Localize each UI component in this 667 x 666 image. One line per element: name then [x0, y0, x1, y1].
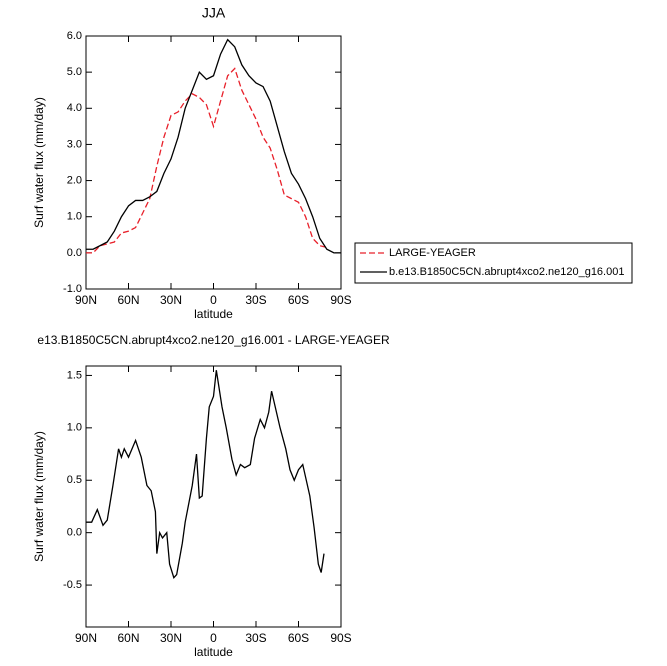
y-axis-label: Surf water flux (mm/day)	[32, 431, 46, 562]
data-line	[86, 67, 327, 254]
x-tick-label: 60N	[117, 293, 139, 307]
y-axis-label: Surf water flux (mm/day)	[32, 97, 46, 228]
x-tick-label: 30N	[160, 293, 182, 307]
data-line	[86, 38, 341, 254]
y-tick-label: 0.0	[67, 247, 82, 259]
y-tick-label: 4.0	[67, 102, 82, 114]
y-tick-label: 2.0	[67, 174, 82, 186]
y-tick-label: -1.0	[63, 283, 82, 295]
y-tick-label: 3.0	[67, 138, 82, 150]
x-tick-label: 30S	[245, 631, 266, 645]
y-tick-label: 0.0	[67, 527, 82, 539]
x-tick-label: 90S	[330, 293, 351, 307]
y-tick-label: 1.5	[67, 369, 82, 381]
y-tick-label: -0.5	[63, 579, 82, 591]
x-tick-label: 60S	[288, 293, 309, 307]
legend-box	[354, 242, 633, 284]
x-tick-label: 60S	[288, 631, 309, 645]
y-tick-label: 6.0	[67, 30, 82, 42]
plot-frame	[85, 365, 342, 628]
y-tick-label: 5.0	[67, 66, 82, 78]
chart-title: JJA	[202, 5, 226, 21]
y-tick-label: 0.5	[67, 474, 82, 486]
y-tick-label: 1.0	[67, 211, 82, 223]
x-axis-label: latitude	[194, 307, 233, 321]
legend-label: LARGE-YEAGER	[389, 247, 476, 259]
legend-label: b.e13.B1850C5CN.abrupt4xco2.ne120_g16.00…	[389, 266, 624, 278]
x-tick-label: 60N	[117, 631, 139, 645]
x-tick-label: 0	[210, 293, 217, 307]
x-tick-label: 30S	[245, 293, 266, 307]
x-tick-label: 90N	[75, 293, 97, 307]
data-line	[86, 370, 325, 580]
x-axis-label: latitude	[194, 645, 233, 659]
x-tick-label: 90N	[75, 631, 97, 645]
y-tick-label: 1.0	[67, 422, 82, 434]
chart-title: e13.B1850C5CN.abrupt4xco2.ne120_g16.001 …	[37, 333, 390, 347]
x-tick-label: 90S	[330, 631, 351, 645]
x-tick-label: 30N	[160, 631, 182, 645]
x-tick-label: 0	[210, 631, 217, 645]
